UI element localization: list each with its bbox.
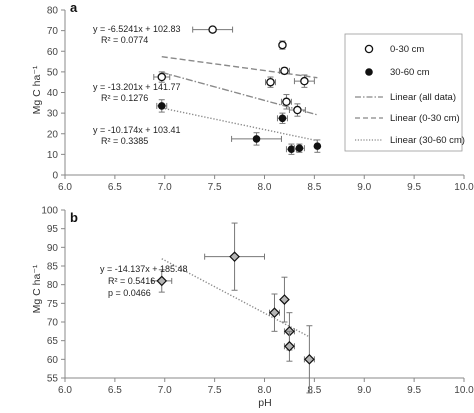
x-tick-label: 6.0 [58,385,72,396]
panel-a-points [153,25,322,155]
regression-annotation: y = -14.137x + 185.48 [100,264,188,274]
trendline-dashed [161,56,318,79]
data-point-open-circle [300,76,309,86]
y-tick-label: 20 [47,129,59,140]
x-tick-label: 7.5 [208,385,222,396]
data-point-filled-circle [287,145,296,154]
y-tick-label: 100 [41,206,58,217]
legend: 0-30 cm 30-60 cm Linear (all data) Linea… [344,33,465,152]
data-point-diamond [229,251,240,263]
y-tick-label: 40 [47,88,59,99]
panel-a: a Mg C ha⁻¹ 6.0 6.5 7.0 7.5 8.0 8.5 9.0 9.5 10.0… [31,0,474,193]
trendline-dotted [161,107,318,142]
y-tick-label: 70 [47,26,59,37]
panel-b-points [151,222,315,394]
panel-b: b Mg C ha⁻¹ pH 6.0 6.5 7.0 7.5 8.0 8.5 9.0 9.5 1… [31,206,474,410]
data-point-open-circle [280,66,289,76]
data-point-filled-circle [252,135,261,143]
data-point-open-circle [266,77,275,87]
x-tick-label: 7.0 [158,182,172,193]
y-tick-label: 30 [47,109,59,120]
data-point-filled-circle [313,142,322,150]
panel-b-axes: 6.0 6.5 7.0 7.5 8.0 8.5 9.0 9.5 10.0 55 60 65 70 75 80… [41,206,474,397]
legend-label-linear-all: Linear (all data) [390,92,456,103]
legend-label-0-30: 0-30 cm [390,44,424,55]
data-point-open-circle [278,40,287,50]
x-tick-label: 8.5 [307,385,321,396]
legend-box [344,33,463,152]
regression-annotation: y = -6.5241x + 102.83 [93,24,181,34]
data-point-filled-circle [278,114,287,123]
trendline-dash-dot [161,71,318,116]
y-tick-label: 75 [47,299,59,310]
data-point-open-circle [208,25,217,34]
panel-a-y-axis-title: Mg C ha⁻¹ [31,65,43,114]
regression-annotation: R² = 0.0774 [101,35,148,45]
panel-b-annotations: y = -14.137x + 185.48 R² = 0.5416 p = 0.04… [100,264,188,298]
x-tick-label: 6.5 [108,182,122,193]
data-point-diamond [269,307,280,319]
panel-b-letter: b [70,210,78,225]
y-tick-label: 0 [52,171,58,182]
data-point-diamond [284,340,295,352]
data-point-filled-circle [295,144,304,152]
x-tick-label: 9.0 [357,182,371,193]
y-tick-label: 70 [47,318,59,329]
y-tick-label: 60 [47,355,59,366]
y-tick-label: 60 [47,47,59,58]
x-tick-label: 9.5 [407,385,421,396]
x-tick-label: 8.0 [258,182,272,193]
y-tick-label: 85 [47,262,59,273]
regression-annotation: y = -13.201x + 141.77 [93,82,181,92]
x-tick-label: 7.5 [208,182,222,193]
x-tick-label: 9.0 [357,385,371,396]
data-point-open-circle [293,105,302,115]
x-tick-label: 6.5 [108,385,122,396]
panel-b-x-axis-title: pH [258,397,271,409]
x-tick-label: 8.5 [307,182,321,193]
regression-annotation: y = -10.174x + 103.41 [93,125,181,135]
x-tick-label: 8.0 [258,385,272,396]
x-tick-label: 7.0 [158,385,172,396]
y-tick-label: 65 [47,336,59,347]
regression-annotation: p = 0.0466 [108,288,151,298]
y-tick-label: 80 [47,280,59,291]
x-tick-label: 9.5 [407,182,421,193]
data-point-diamond [279,294,290,305]
legend-open-circle-icon [364,44,374,54]
data-point-filled-circle [157,102,166,110]
x-tick-label: 10.0 [454,385,474,396]
panel-a-axes: 6.0 6.5 7.0 7.5 8.0 8.5 9.0 9.5 10.0 0 10 20 30 40 50 6… [47,6,474,194]
regression-annotation: R² = 0.1276 [101,93,148,103]
legend-label-linear-30-60: Linear (30-60 cm) [390,135,465,146]
legend-label-linear-0-30: Linear (0-30 cm) [390,113,460,124]
data-point-open-circle [282,97,291,107]
y-tick-label: 95 [47,224,59,235]
data-point-diamond [304,353,315,365]
x-tick-label: 6.0 [58,182,72,193]
y-tick-label: 10 [47,150,59,161]
data-point-diamond [156,275,168,287]
regression-annotation: R² = 0.5416 [108,276,155,286]
panel-a-letter: a [70,0,78,15]
x-tick-label: 10.0 [454,182,474,193]
legend-label-30-60: 30-60 cm [390,67,430,78]
y-tick-label: 55 [47,374,59,385]
y-tick-label: 50 [47,67,59,78]
y-tick-label: 90 [47,243,59,254]
data-point-open-circle [157,72,167,82]
panel-a-trendlines [161,56,318,142]
y-tick-label: 80 [47,6,59,17]
legend-filled-circle-icon [365,68,373,76]
panel-b-y-axis-title: Mg C ha⁻¹ [31,264,43,313]
regression-annotation: R² = 0.3385 [101,136,148,146]
